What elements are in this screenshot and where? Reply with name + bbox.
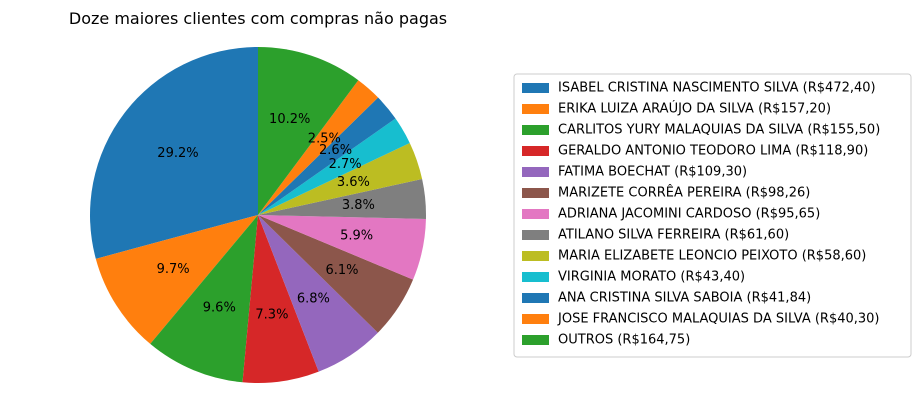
legend-swatch: [522, 104, 549, 114]
slice-percent-label: 3.8%: [342, 198, 375, 213]
pie-slice: [89, 47, 259, 259]
legend-entry-label: ISABEL CRISTINA NASCIMENTO SILVA (R$472,…: [558, 81, 876, 96]
slice-percent-label: 2.7%: [329, 157, 362, 172]
pie-percent-labels: 29.2% 9.7% 9.6% 7.3% 6.8% 6.1% 5.9% 3.8% 3.6% 2.7…: [157, 112, 375, 323]
slice-percent-label: 7.3%: [255, 307, 288, 322]
legend-swatch: [522, 83, 549, 93]
slice-percent-label: 6.8%: [297, 292, 330, 307]
legend-entry-label: GERALDO ANTONIO TEODORO LIMA (R$118,90): [558, 144, 868, 159]
legend-swatch: [522, 230, 549, 240]
legend-swatch: [522, 188, 549, 198]
pie-slice: [95, 215, 259, 344]
legend-entry-label: ATILANO SILVA FERREIRA (R$61,60): [558, 228, 789, 243]
pie-slice: [258, 215, 378, 372]
legend-swatch: [522, 335, 549, 345]
legend-swatch: [522, 314, 549, 324]
slice-percent-label: 9.6%: [203, 301, 236, 316]
legend-entry-label: FATIMA BOECHAT (R$109,30): [558, 165, 747, 180]
pie-slice: [258, 142, 423, 215]
slice-percent-label: 5.9%: [340, 228, 373, 243]
slice-percent-label: 29.2%: [157, 146, 198, 161]
pie-slice: [258, 179, 426, 219]
chart-title: Doze maiores clientes com compras não pa…: [69, 9, 447, 28]
legend-swatch: [522, 251, 549, 261]
pie-slice: [258, 47, 359, 215]
pie-slice: [150, 215, 258, 383]
legend-entry-label: VIRGINIA MORATO (R$43,40): [558, 270, 745, 285]
slice-percent-label: 3.6%: [337, 175, 370, 190]
slice-percent-label: 2.5%: [308, 132, 341, 147]
legend-entry-label: JOSE FRANCISCO MALAQUIAS DA SILVA (R$40,…: [557, 312, 880, 327]
legend-entry-label: ERIKA LUIZA ARAÚJO DA SILVA (R$157,20): [558, 101, 831, 117]
legend-entry-label: OUTROS (R$164,75): [558, 333, 690, 348]
legend-swatch: [522, 272, 549, 282]
legend-swatch: [522, 146, 549, 156]
pie-slice: [258, 80, 379, 215]
legend-entry-label: CARLITOS YURY MALAQUIAS DA SILVA (R$155,…: [558, 123, 880, 138]
slice-percent-label: 10.2%: [269, 112, 310, 127]
legend: ISABEL CRISTINA NASCIMENTO SILVA (R$472,…: [513, 73, 912, 358]
slice-percent-label: 6.1%: [325, 263, 358, 278]
legend-frame: [513, 73, 912, 358]
legend-swatch: [522, 167, 549, 177]
pie-slice: [258, 97, 396, 215]
pie-slices: [89, 47, 426, 383]
pie-slice: [258, 215, 414, 333]
legend-swatch: [522, 293, 549, 303]
pie-slice: [258, 118, 410, 215]
pie-slice: [258, 215, 426, 280]
legend-swatch: [522, 125, 549, 135]
legend-swatch: [522, 209, 549, 219]
legend-entry-label: ANA CRISTINA SILVA SABOIA (R$41,84): [558, 291, 811, 306]
legend-entry-label: MARIZETE CORRÊA PEREIRA (R$98,26): [558, 185, 810, 201]
pie-slice: [242, 215, 319, 383]
slice-percent-label: 9.7%: [157, 262, 190, 277]
legend-entry-label: MARIA ELIZABETE LEONCIO PEIXOTO (R$58,60…: [558, 249, 866, 264]
slice-percent-label: 2.6%: [319, 143, 352, 158]
legend-entry-label: ADRIANA JACOMINI CARDOSO (R$95,65): [558, 207, 820, 222]
